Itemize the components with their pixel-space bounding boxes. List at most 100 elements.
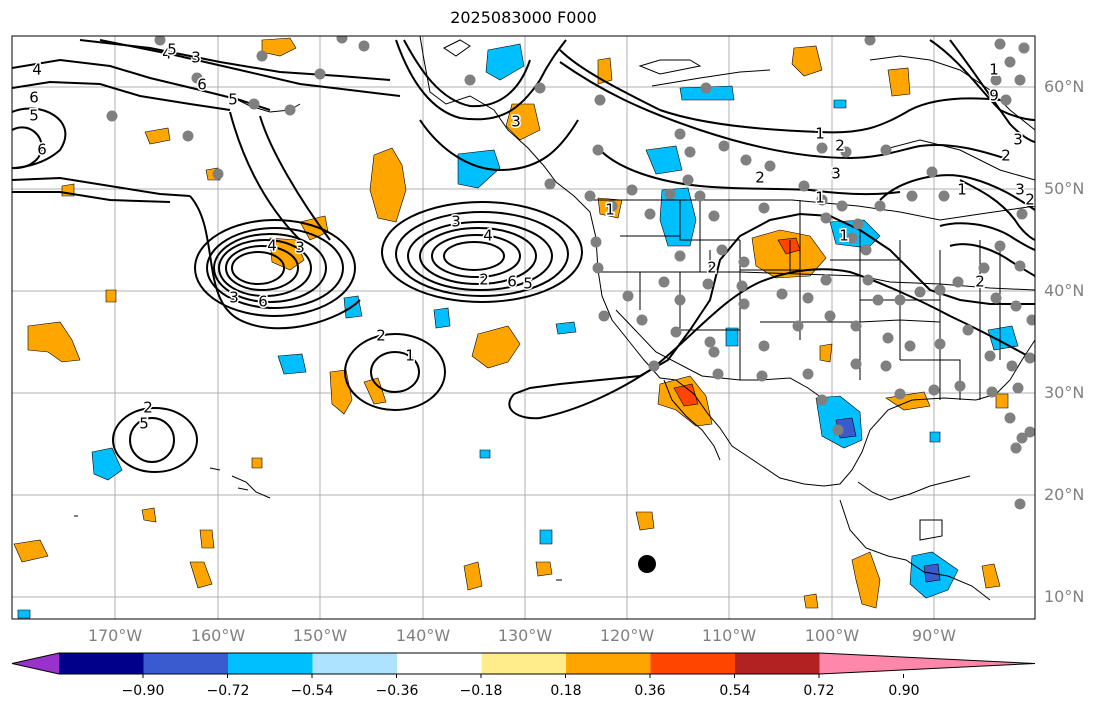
shaded-patch-cyan (645, 145, 683, 175)
contour-lines (12, 39, 1035, 473)
shaded-patch-orange (13, 539, 49, 563)
contour-label: 5 (167, 41, 177, 59)
station-dot (740, 154, 752, 166)
shaded-patch-orange (105, 289, 117, 303)
station-dot (534, 82, 546, 94)
tropical-cyclone-marker (638, 555, 656, 573)
shaded-patch-cyan (17, 609, 31, 619)
colorbar-tick-label: −0.54 (290, 683, 334, 699)
contour-label: 6 (258, 293, 268, 311)
station-dot (358, 40, 370, 52)
contour-line (443, 241, 505, 271)
colorbar-outline (11, 652, 1036, 675)
colorbar-segment (143, 653, 229, 674)
station-dot (598, 310, 610, 322)
contour-line (229, 111, 301, 241)
station-dot (952, 276, 964, 288)
station-dot (962, 324, 974, 336)
contour-label: 4 (32, 61, 42, 79)
station-dot (938, 190, 950, 202)
shaded-patch-orange (819, 343, 833, 363)
station-dot (738, 256, 750, 268)
station-dot (1016, 208, 1028, 220)
station-dot (776, 288, 788, 300)
station-dot (894, 388, 906, 400)
station-dot (648, 360, 660, 372)
shaded-patch-orange (535, 561, 553, 577)
contour-label: 1 (605, 201, 615, 219)
contour-line (959, 179, 1035, 241)
shaded-fields (13, 37, 1019, 619)
contour-label: 6 (29, 89, 39, 107)
contour-label: 1 (839, 227, 849, 245)
station-dot (704, 336, 716, 348)
contour-line (12, 80, 231, 111)
shaded-patch-orange (141, 507, 157, 523)
station-dot (682, 174, 694, 186)
station-dot (1010, 442, 1022, 454)
colorbar-tick-label: 0.90 (888, 683, 920, 699)
contour-label: 2 (975, 273, 985, 291)
contour-line (559, 61, 1011, 161)
contour-line (939, 222, 1035, 251)
contour-line (12, 176, 191, 197)
station-dot (990, 292, 1002, 304)
colorbar-tick-label: −0.18 (459, 683, 503, 699)
station-dot (880, 144, 892, 156)
contour-label: 5 (228, 91, 238, 109)
contour-label: 6 (37, 141, 47, 159)
station-dot (636, 314, 648, 326)
station-dot (824, 310, 836, 322)
colorbar-segment (735, 653, 820, 674)
shaded-patch-orange (463, 561, 483, 591)
lat-label: 20°N (1044, 485, 1085, 504)
station-dot (658, 276, 670, 288)
station-dot (191, 72, 203, 84)
shaded-patch-orange (369, 147, 407, 223)
lon-label: 100°W (804, 626, 860, 645)
station-dot (674, 250, 686, 262)
station-dot (718, 140, 730, 152)
lat-label: 10°N (1044, 587, 1085, 606)
contour-line (112, 407, 198, 473)
station-dot (1026, 314, 1035, 326)
station-dot (882, 332, 894, 344)
contour-line (206, 227, 344, 309)
map-title: 2025083000 F000 (450, 8, 597, 27)
station-dot (694, 190, 706, 202)
contour-line (559, 49, 1001, 134)
station-dot (1024, 352, 1035, 364)
station-dot (846, 232, 858, 244)
shaded-patch-orange (505, 103, 541, 141)
contour-label: 6 (197, 76, 207, 94)
shaded-patch-orange (995, 393, 1009, 409)
contour-label: 2 (1025, 191, 1035, 209)
lon-label: 110°W (701, 626, 757, 645)
station-dot (1004, 56, 1016, 68)
station-dot (864, 36, 876, 46)
contour-line (879, 174, 1035, 211)
lat-label: 50°N (1044, 179, 1085, 198)
station-dot (592, 262, 604, 274)
contour-line (194, 219, 356, 317)
station-dot (906, 190, 918, 202)
station-markers (106, 36, 1035, 510)
shaded-patch-cyan (433, 307, 451, 329)
shaded-patch-orange (851, 551, 881, 609)
contour-label: 2 (376, 327, 386, 345)
contour-line (419, 119, 579, 172)
shaded-patch-red (673, 383, 699, 407)
lon-label: 150°W (292, 626, 348, 645)
station-dot (802, 292, 814, 304)
station-dot (990, 74, 1002, 86)
station-dot (894, 294, 906, 306)
contour-line (12, 58, 271, 111)
contour-label: 1 (405, 347, 415, 365)
station-dot (284, 104, 296, 116)
station-dot (1014, 260, 1026, 272)
colorbar-segment (312, 653, 398, 674)
contour-label: 2 (143, 399, 153, 417)
contour-line (218, 239, 312, 297)
station-dot (850, 320, 862, 332)
station-dot (626, 184, 638, 196)
